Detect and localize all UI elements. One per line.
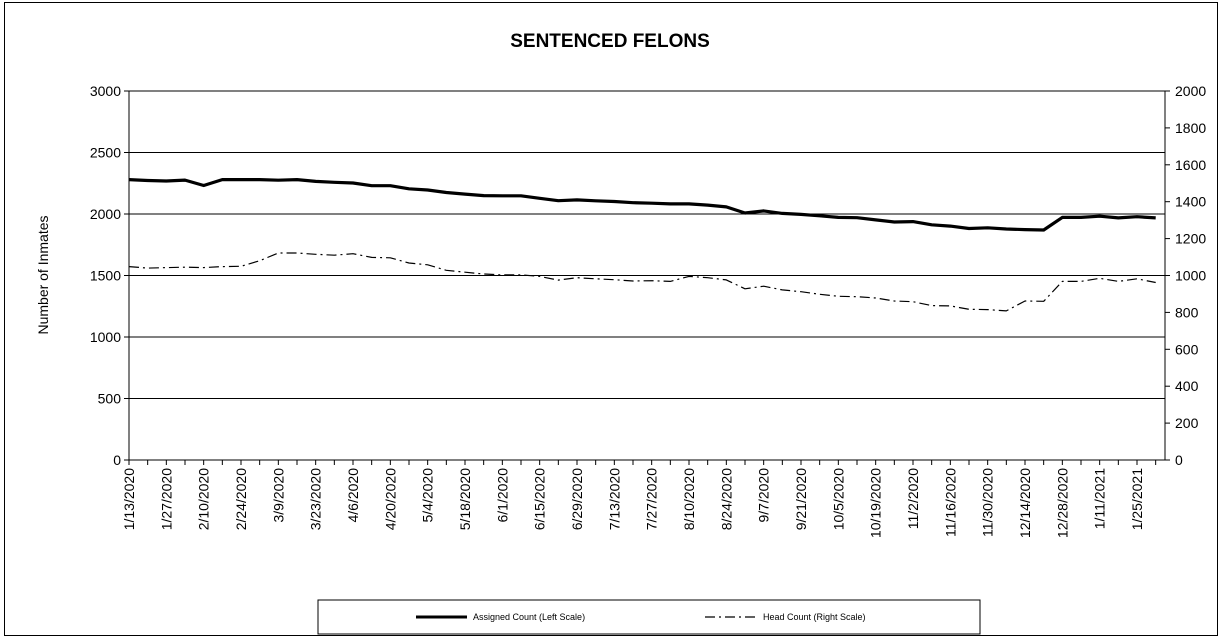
chart-frame bbox=[4, 2, 1218, 636]
legend: Assigned Count (Left Scale) Head Count (… bbox=[317, 599, 981, 635]
right-tick-label: 1000 bbox=[1175, 268, 1206, 284]
x-tick-label: 8/10/2020 bbox=[681, 468, 697, 530]
legend-label-headcount: Head Count (Right Scale) bbox=[763, 612, 866, 622]
right-y-axis: 0 200 400 600 800 1000 1200 1400 1600 1800 2000 bbox=[1165, 83, 1206, 468]
x-tick-label: 4/20/2020 bbox=[382, 468, 398, 530]
x-tick-label: 6/15/2020 bbox=[532, 468, 548, 530]
chart-title: SENTENCED FELONS bbox=[510, 31, 710, 52]
left-tick-label: 500 bbox=[98, 391, 122, 407]
y-axis-title: Number of Inmates bbox=[35, 215, 51, 334]
right-tick-label: 2000 bbox=[1175, 83, 1206, 99]
x-tick-label: 5/18/2020 bbox=[457, 468, 473, 530]
x-tick-label: 1/25/2021 bbox=[1129, 468, 1145, 530]
gridlines bbox=[129, 152, 1165, 399]
legend-label-assigned: Assigned Count (Left Scale) bbox=[473, 612, 585, 622]
x-tick-label: 8/24/2020 bbox=[718, 468, 734, 530]
x-tick-label: 9/7/2020 bbox=[756, 468, 772, 523]
x-tick-label: 12/14/2020 bbox=[1017, 468, 1033, 538]
x-tick-label: 7/13/2020 bbox=[606, 468, 622, 530]
x-tick-label: 2/10/2020 bbox=[196, 468, 212, 530]
left-y-axis: 0 500 1000 1500 2000 2500 3000 bbox=[90, 83, 129, 468]
left-tick-label: 1000 bbox=[90, 329, 121, 345]
x-tick-label: 9/21/2020 bbox=[793, 468, 809, 530]
x-tick-label: 12/28/2020 bbox=[1054, 468, 1070, 538]
x-tick-label: 1/11/2021 bbox=[1092, 468, 1108, 529]
left-tick-label: 2000 bbox=[90, 206, 121, 222]
x-tick-label: 2/24/2020 bbox=[233, 468, 249, 530]
right-tick-label: 800 bbox=[1175, 304, 1199, 320]
x-tick-label: 10/5/2020 bbox=[830, 468, 846, 530]
right-tick-label: 1600 bbox=[1175, 157, 1206, 173]
x-tick-label: 11/30/2020 bbox=[980, 468, 996, 537]
right-tick-label: 1400 bbox=[1175, 194, 1206, 210]
left-tick-label: 2500 bbox=[90, 145, 121, 161]
right-tick-label: 200 bbox=[1175, 415, 1199, 431]
x-axis: 1/13/2020 1/27/2020 2/10/2020 2/24/2020 3/9/… bbox=[121, 460, 1157, 538]
series-line-head-count bbox=[128, 252, 1156, 312]
x-tick-label: 6/29/2020 bbox=[569, 468, 585, 530]
x-tick-label: 3/9/2020 bbox=[270, 468, 286, 523]
series-line-assigned-count bbox=[128, 178, 1156, 232]
x-tick-label: 10/19/2020 bbox=[868, 468, 884, 538]
x-tick-label: 4/6/2020 bbox=[345, 468, 361, 523]
x-tick-label: 5/4/2020 bbox=[420, 468, 436, 523]
x-tick-label: 1/27/2020 bbox=[158, 468, 174, 530]
x-tick-label: 3/23/2020 bbox=[308, 468, 324, 530]
x-tick-label: 7/27/2020 bbox=[644, 468, 660, 530]
x-tick-label: 11/16/2020 bbox=[942, 468, 958, 537]
x-tick-label: 1/13/2020 bbox=[121, 468, 137, 530]
left-tick-label: 3000 bbox=[90, 83, 121, 99]
right-tick-label: 400 bbox=[1175, 378, 1199, 394]
series-layer bbox=[128, 178, 1156, 312]
left-tick-label: 0 bbox=[113, 452, 121, 468]
right-tick-label: 1800 bbox=[1175, 120, 1206, 136]
x-tick-label: 11/2/2020 bbox=[905, 468, 921, 529]
right-tick-label: 600 bbox=[1175, 341, 1199, 357]
x-tick-label: 6/1/2020 bbox=[494, 468, 510, 523]
right-tick-label: 0 bbox=[1175, 452, 1183, 468]
right-tick-label: 1200 bbox=[1175, 231, 1206, 247]
left-tick-label: 1500 bbox=[90, 268, 121, 284]
